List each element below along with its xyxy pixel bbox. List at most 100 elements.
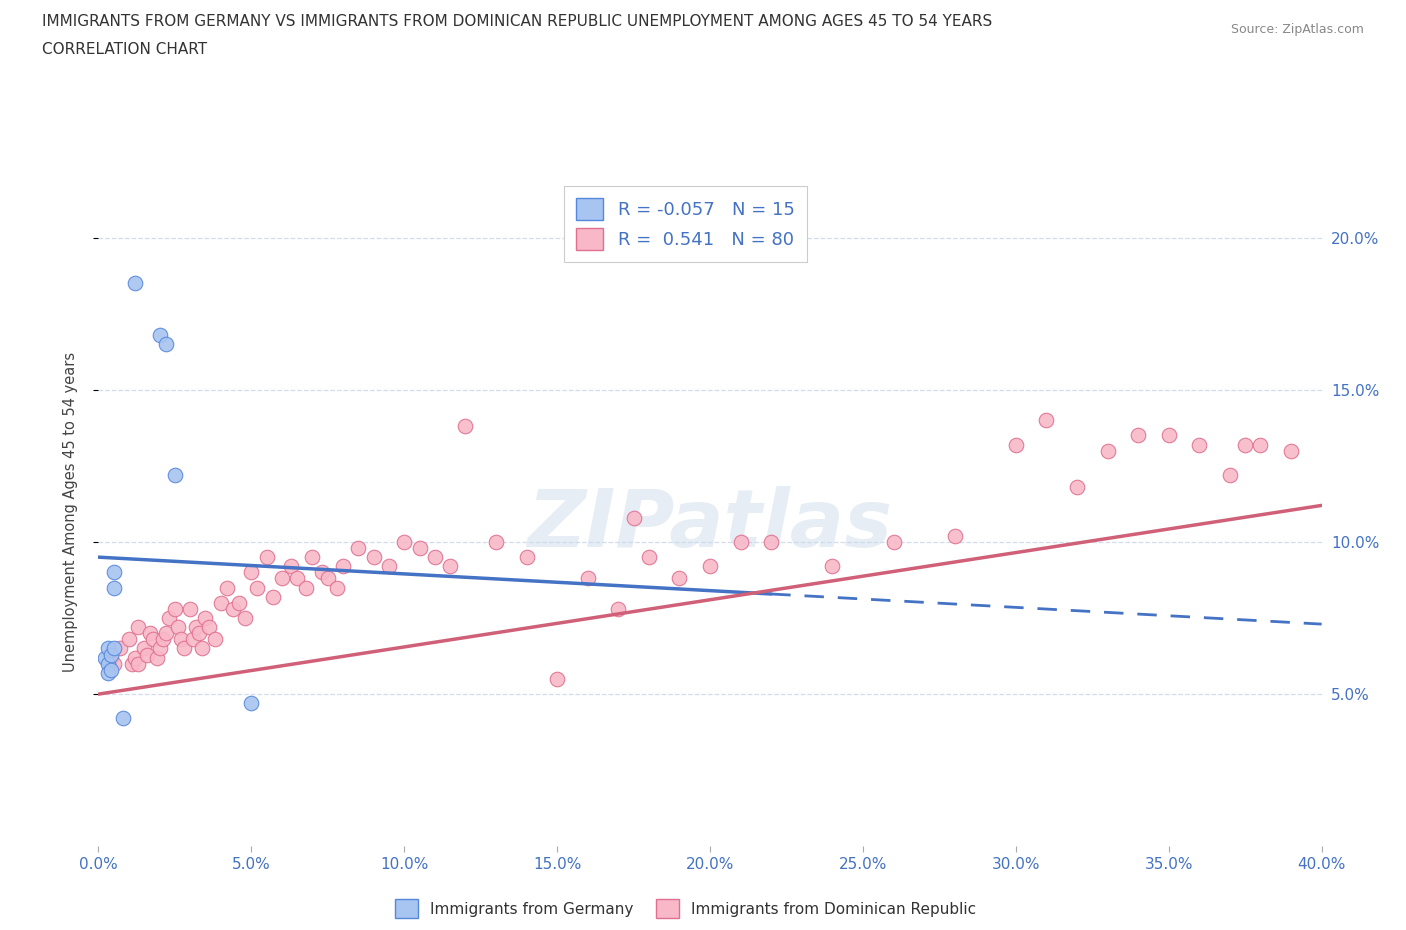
Text: Source: ZipAtlas.com: Source: ZipAtlas.com — [1230, 23, 1364, 36]
Point — [173, 641, 195, 656]
Point — [1234, 437, 1257, 452]
Point — [149, 327, 172, 342]
Point — [97, 657, 120, 671]
Point — [194, 611, 217, 626]
Point — [607, 602, 630, 617]
Point — [439, 559, 461, 574]
Point — [516, 550, 538, 565]
Point — [100, 662, 122, 677]
Point — [262, 590, 284, 604]
Point — [149, 641, 172, 656]
Point — [209, 595, 232, 610]
Point — [103, 580, 125, 595]
Point — [157, 611, 180, 626]
Point — [188, 626, 211, 641]
Point — [191, 641, 214, 656]
Point — [127, 657, 149, 671]
Point — [167, 619, 190, 634]
Point — [423, 550, 446, 565]
Point — [103, 641, 125, 656]
Point — [93, 650, 115, 665]
Point — [145, 650, 167, 665]
Point — [233, 611, 256, 626]
Point — [347, 540, 370, 555]
Point — [301, 550, 323, 565]
Point — [1279, 444, 1302, 458]
Point — [1128, 428, 1150, 443]
Point — [97, 665, 120, 680]
Point — [311, 565, 333, 579]
Point — [730, 535, 752, 550]
Point — [134, 641, 156, 656]
Point — [163, 468, 186, 483]
Point — [246, 580, 269, 595]
Point — [332, 559, 354, 574]
Point — [699, 559, 721, 574]
Point — [378, 559, 401, 574]
Point — [392, 535, 416, 550]
Point — [623, 511, 645, 525]
Point — [821, 559, 844, 574]
Point — [759, 535, 782, 550]
Text: IMMIGRANTS FROM GERMANY VS IMMIGRANTS FROM DOMINICAN REPUBLIC UNEMPLOYMENT AMONG: IMMIGRANTS FROM GERMANY VS IMMIGRANTS FR… — [42, 14, 993, 29]
Point — [228, 595, 250, 610]
Point — [124, 650, 146, 665]
Point — [124, 276, 146, 291]
Point — [576, 571, 599, 586]
Point — [485, 535, 508, 550]
Point — [943, 528, 966, 543]
Point — [118, 631, 141, 646]
Point — [363, 550, 385, 565]
Point — [1249, 437, 1271, 452]
Point — [152, 631, 174, 646]
Point — [215, 580, 238, 595]
Point — [1004, 437, 1026, 452]
Point — [186, 619, 208, 634]
Legend: Immigrants from Germany, Immigrants from Dominican Republic: Immigrants from Germany, Immigrants from… — [387, 892, 984, 925]
Point — [103, 657, 125, 671]
Point — [179, 602, 201, 617]
Point — [163, 602, 186, 617]
Point — [408, 540, 430, 555]
Point — [100, 647, 122, 662]
Point — [1188, 437, 1211, 452]
Point — [155, 337, 177, 352]
Y-axis label: Unemployment Among Ages 45 to 54 years: Unemployment Among Ages 45 to 54 years — [63, 352, 77, 671]
Point — [170, 631, 193, 646]
Text: ZIPatlas: ZIPatlas — [527, 485, 893, 564]
Point — [121, 657, 143, 671]
Point — [240, 696, 263, 711]
Point — [1066, 480, 1088, 495]
Point — [240, 565, 263, 579]
Point — [108, 641, 131, 656]
Point — [155, 626, 177, 641]
Point — [668, 571, 690, 586]
Point — [326, 580, 349, 595]
Point — [127, 619, 149, 634]
Point — [222, 602, 245, 617]
Point — [181, 631, 204, 646]
Point — [97, 641, 120, 656]
Point — [1035, 413, 1057, 428]
Point — [142, 631, 165, 646]
Point — [100, 650, 122, 665]
Point — [1219, 468, 1241, 483]
Point — [256, 550, 278, 565]
Text: CORRELATION CHART: CORRELATION CHART — [42, 42, 207, 57]
Point — [295, 580, 318, 595]
Point — [637, 550, 661, 565]
Point — [204, 631, 226, 646]
Point — [111, 711, 134, 726]
Point — [285, 571, 308, 586]
Point — [546, 671, 568, 686]
Point — [1157, 428, 1180, 443]
Point — [136, 647, 159, 662]
Point — [197, 619, 219, 634]
Point — [316, 571, 339, 586]
Point — [1097, 444, 1119, 458]
Point — [280, 559, 302, 574]
Point — [270, 571, 292, 586]
Point — [139, 626, 162, 641]
Point — [883, 535, 905, 550]
Point — [454, 418, 477, 433]
